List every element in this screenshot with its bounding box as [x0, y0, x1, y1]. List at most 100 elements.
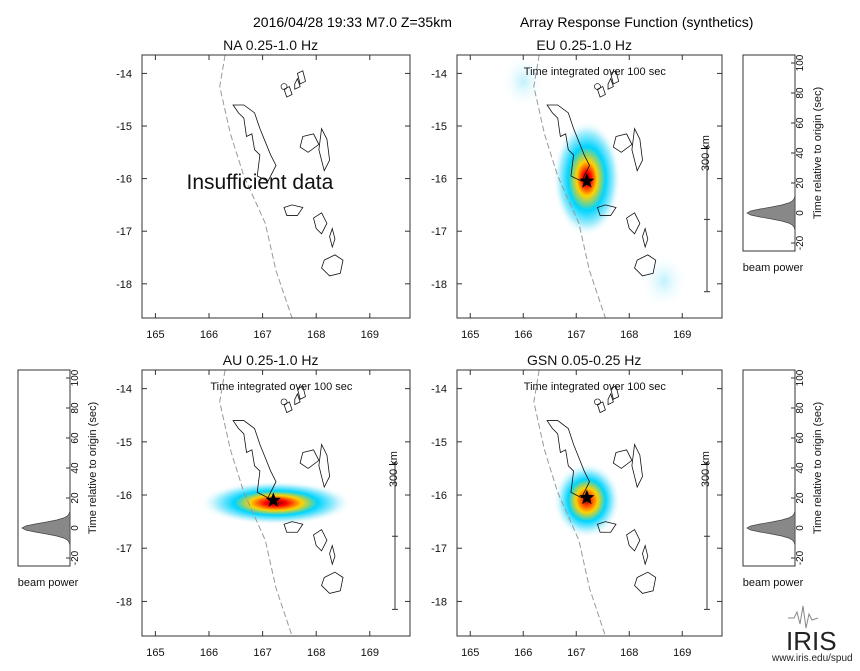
- beam-tick-label: -20: [70, 550, 81, 565]
- coastline: [546, 104, 590, 182]
- beam-xlabel: beam power: [743, 577, 804, 589]
- panel-title: NA 0.25-1.0 Hz: [223, 37, 318, 53]
- coastline: [283, 521, 304, 533]
- iris-logo: IRIS www.iris.edu/spud: [771, 605, 853, 664]
- coastline: [296, 70, 306, 85]
- x-tick-label: 165: [146, 647, 164, 659]
- y-tick-label: -18: [116, 279, 132, 291]
- coastline: [313, 212, 328, 235]
- map-frame: [141, 54, 411, 319]
- beam-tick-label: 100: [795, 369, 806, 386]
- coastline: [280, 398, 288, 406]
- coastline: [321, 254, 344, 277]
- y-tick-label: -16: [116, 174, 132, 186]
- beam-ylabel: Time relative to origin (sec): [812, 402, 824, 534]
- beam-tick-label: 0: [795, 210, 806, 216]
- coastline: [610, 385, 620, 400]
- scale-bar: 300 km: [700, 451, 712, 610]
- coastline: [280, 83, 288, 90]
- coastline: [283, 401, 293, 414]
- beam-tick-label: 60: [795, 432, 806, 444]
- y-tick-label: -17: [116, 226, 132, 238]
- coastline: [631, 127, 643, 172]
- x-tick-label: 167: [253, 647, 271, 659]
- coastline: [631, 443, 643, 489]
- coastline: [318, 443, 331, 489]
- map-panel-au: 165 166 167 168 169 -14 -15 -16 -17 -18 AU 0.25-1.…: [116, 352, 411, 659]
- faint-response-blob: [639, 253, 688, 310]
- faint-response-blob: [501, 55, 546, 110]
- map-panel-eu: 165 166 167 168 169 -14 -15 -16 -17 -18 EU 0.25-1.…: [431, 37, 723, 341]
- beam-power-curve: [746, 498, 796, 558]
- coastline: [594, 83, 601, 90]
- beam-tick-label: 100: [70, 369, 81, 386]
- y-tick-label: -18: [431, 279, 447, 291]
- x-tick-label: 165: [146, 329, 164, 341]
- iris-url[interactable]: www.iris.edu/spud: [771, 653, 853, 664]
- event-header: 2016/04/28 19:33 M7.0 Z=35km: [253, 14, 452, 30]
- panel-title: AU 0.25-1.0 Hz: [223, 352, 319, 368]
- y-tick-label: -15: [431, 437, 447, 449]
- map-frame: [141, 369, 411, 637]
- beam-xlabel: beam power: [743, 262, 804, 274]
- coastline: [546, 420, 590, 499]
- trench-line: [533, 55, 606, 318]
- beam-tick-label: 40: [70, 462, 81, 474]
- iris-logo-text: IRIS: [786, 626, 837, 656]
- coastline: [296, 385, 306, 400]
- beam-tick-label: 0: [795, 525, 806, 531]
- beam-ylabel: Time relative to origin (sec): [812, 87, 824, 219]
- beam-ylabel: Time relative to origin (sec): [87, 402, 99, 534]
- coastline: [596, 204, 617, 216]
- coastline: [321, 571, 344, 594]
- coastline: [626, 212, 641, 235]
- beam-tick-label: 20: [795, 492, 806, 504]
- trench-line: [219, 55, 293, 318]
- coastline: [329, 227, 336, 249]
- scale-bar: 300 km: [388, 451, 400, 610]
- coastline: [626, 529, 641, 552]
- beam-tick-label: -20: [795, 550, 806, 565]
- x-tick-label: 165: [461, 647, 479, 659]
- panel-subtitle: Time integrated over 100 sec: [524, 381, 667, 393]
- beam-xlabel: beam power: [18, 577, 79, 589]
- coastline: [232, 104, 277, 182]
- epicenter-star-icon: [579, 173, 595, 188]
- coastline: [642, 544, 649, 566]
- beam-tick-label: -20: [795, 235, 806, 250]
- y-tick-label: -14: [431, 384, 447, 396]
- coastline: [299, 133, 320, 153]
- coastline: [594, 398, 601, 406]
- y-tick-label: -16: [431, 174, 447, 186]
- panel-title: EU 0.25-1.0 Hz: [536, 37, 632, 53]
- coastline: [610, 70, 620, 85]
- coastline: [318, 127, 331, 172]
- coastline: [294, 77, 301, 90]
- y-tick-label: -15: [431, 121, 447, 133]
- insufficient-data-note: Insufficient data: [187, 171, 334, 194]
- coastline: [634, 571, 657, 594]
- x-tick-label: 167: [253, 329, 271, 341]
- coastline: [313, 529, 328, 552]
- map-panel-na: 165 166 167 168 169 -14 -15 -16 -17 -18 NA 0.25-1.…: [116, 37, 411, 341]
- y-tick-label: -14: [116, 384, 132, 396]
- coastline: [596, 521, 617, 533]
- trench-line: [533, 370, 606, 636]
- beam-power-panel-eu: 100 80 60 40 20 0 -20 Time relative to origin (…: [742, 54, 824, 274]
- y-tick-label: -17: [431, 543, 447, 555]
- product-header: Array Response Function (synthetics): [520, 14, 753, 30]
- coastline: [596, 401, 606, 414]
- trench-line: [219, 370, 293, 636]
- y-tick-label: -14: [431, 68, 447, 80]
- y-tick-label: -16: [116, 490, 132, 502]
- x-tick-label: 167: [567, 329, 585, 341]
- coastline: [596, 85, 606, 98]
- coastline: [294, 392, 301, 406]
- x-tick-label: 166: [514, 647, 532, 659]
- beam-tick-label: 60: [795, 117, 806, 129]
- coastline: [283, 204, 304, 216]
- x-tick-label: 169: [673, 329, 691, 341]
- scale-bar-label: 300 km: [388, 451, 400, 487]
